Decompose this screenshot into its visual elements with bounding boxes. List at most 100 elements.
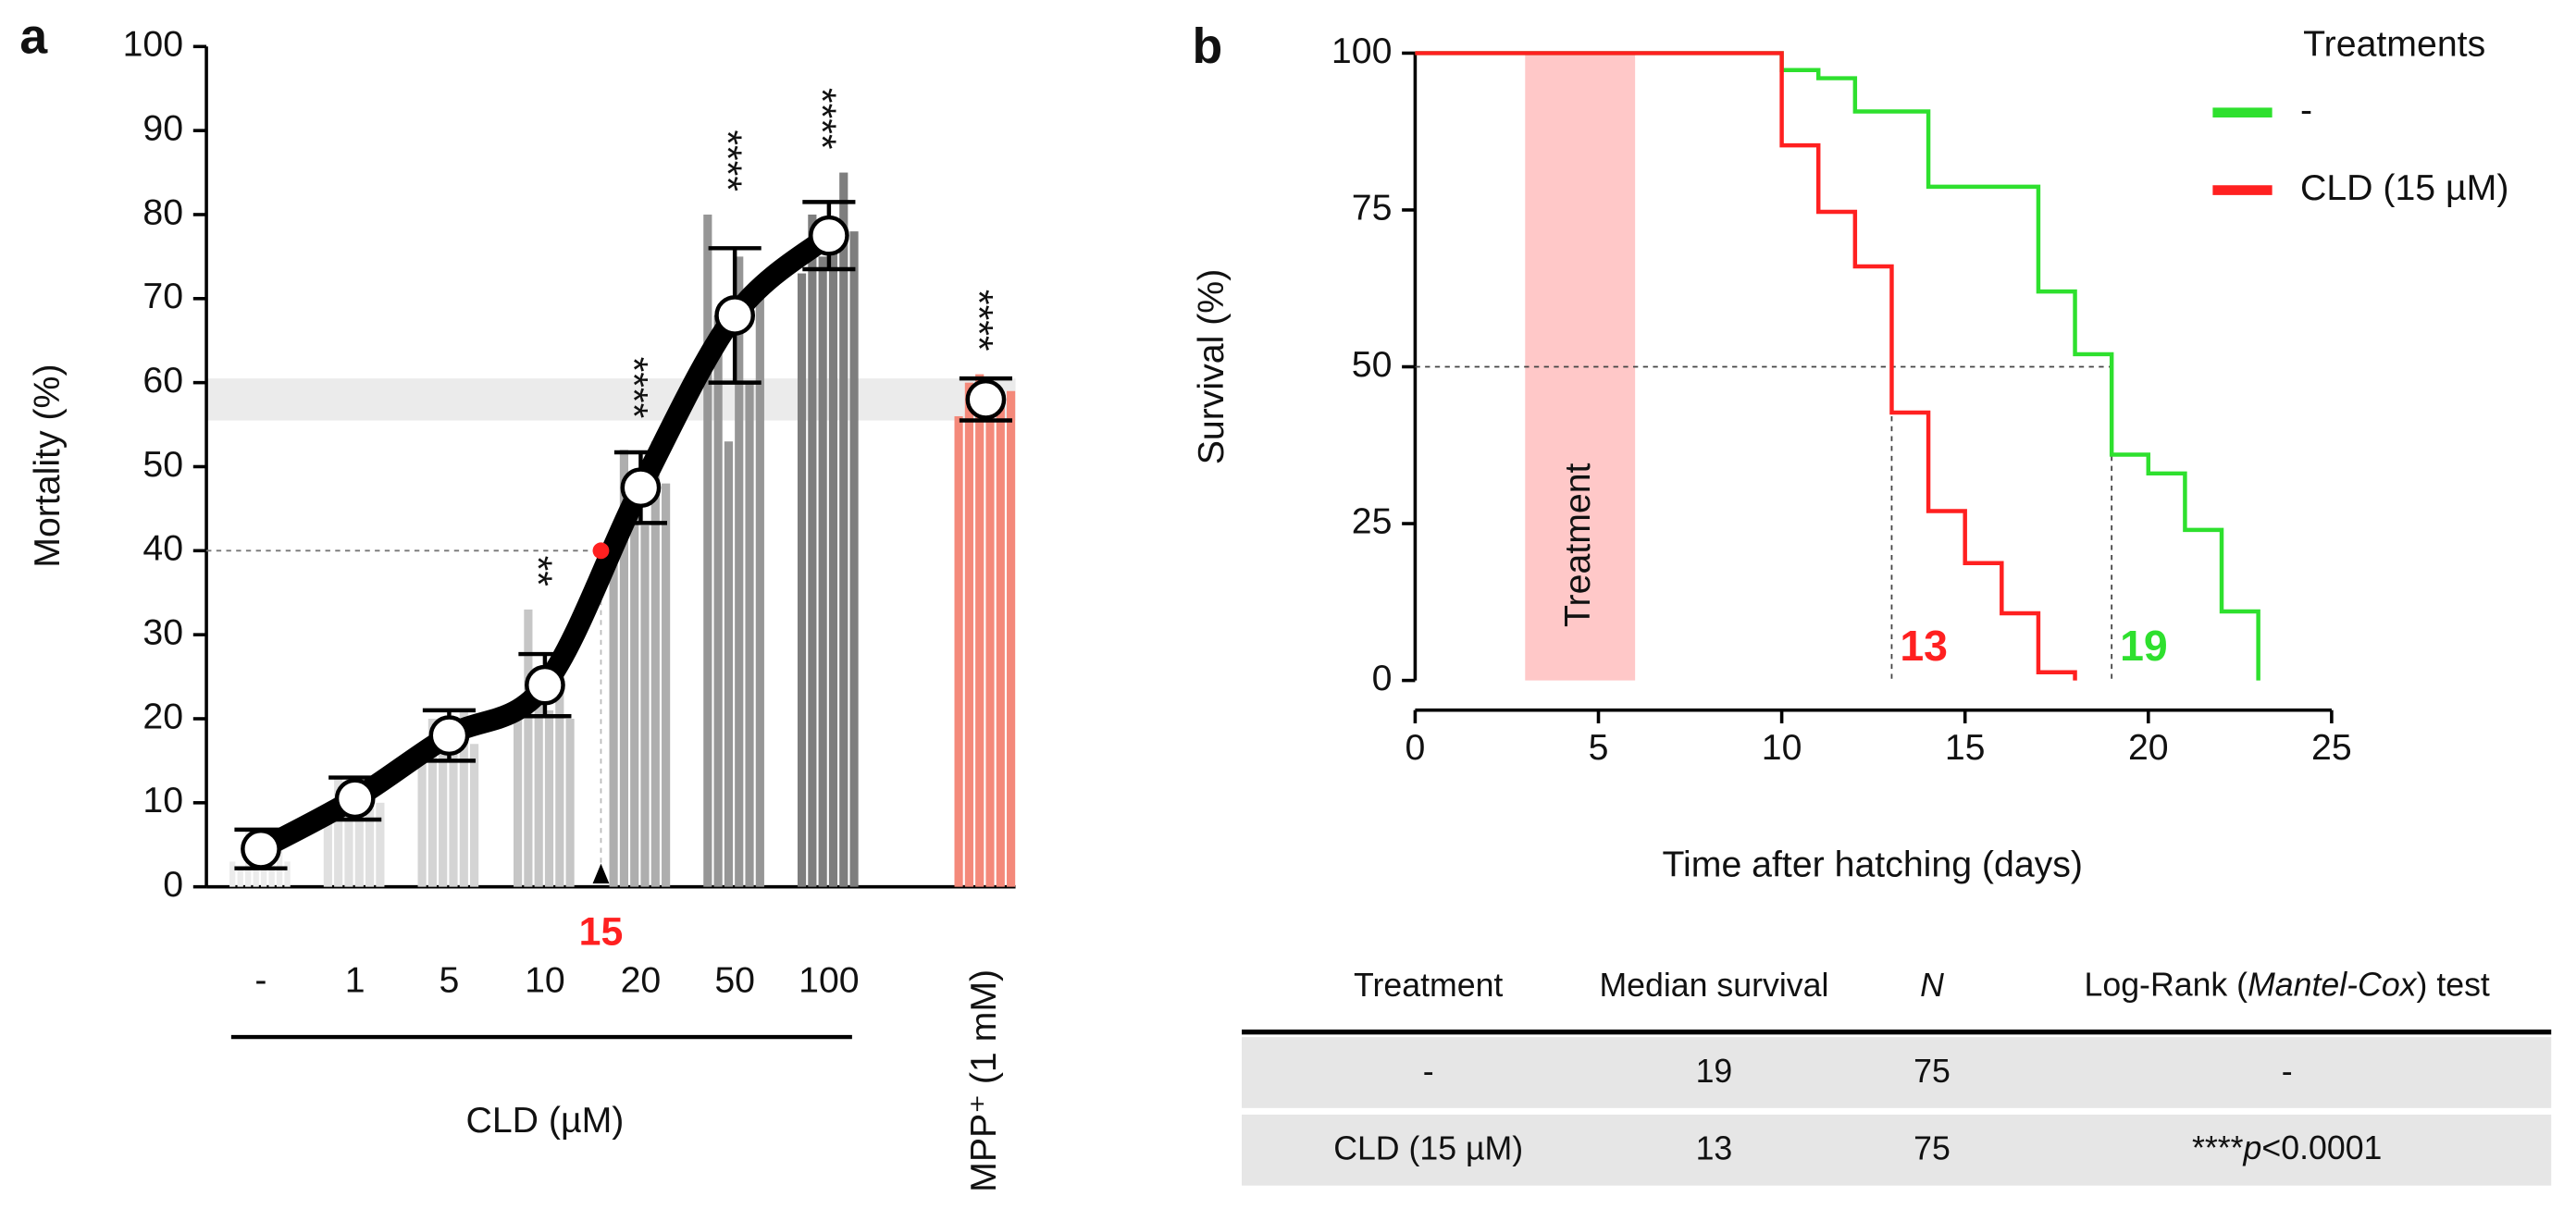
replicate-bar <box>417 760 427 887</box>
y-tick-label: 100 <box>1331 31 1393 71</box>
y-tick-label: 50 <box>1352 344 1393 385</box>
table-cell: ****p<0.0001 <box>2192 1130 2382 1167</box>
median-label: 13 <box>1900 622 1948 670</box>
replicate-bar <box>818 256 827 887</box>
replicate-bar <box>619 450 628 887</box>
y-tick-label: 75 <box>1352 187 1393 228</box>
table-row <box>1242 1114 2552 1186</box>
replicate-bar <box>985 399 995 887</box>
mean-point <box>714 295 756 336</box>
replicate-bar <box>964 382 973 887</box>
replicate-bar <box>470 744 479 887</box>
panel-label: a <box>19 9 48 64</box>
x-tick-label: - <box>254 960 266 1001</box>
survival-line <box>1415 51 2077 681</box>
mean-point <box>428 715 470 757</box>
table-cell-part: **** <box>2192 1130 2244 1167</box>
mean-point <box>241 828 281 870</box>
y-tick-label: 90 <box>142 108 183 149</box>
significance: **** <box>956 290 1000 352</box>
table-cell-part: p <box>2243 1130 2262 1167</box>
y-tick-label: 30 <box>142 612 183 653</box>
y-tick-label: 0 <box>1372 658 1393 698</box>
table-cell: Log-Rank (Mantel-Cox) test <box>2085 967 2490 1004</box>
replicate-bar <box>975 374 985 887</box>
y-tick-label: 10 <box>142 780 183 820</box>
x-tick-label: MPP⁺ (1 mM) <box>963 969 1004 1192</box>
table-cell: Treatment <box>1354 967 1503 1004</box>
replicate-bar <box>354 819 364 887</box>
replicate-bar <box>427 718 437 887</box>
mean-point <box>334 778 376 820</box>
table-cell-part: Log-Rank ( <box>2085 967 2248 1004</box>
reference-point <box>592 542 610 560</box>
x-tick-label: 5 <box>1589 727 1609 768</box>
y-tick-label: 60 <box>142 360 183 401</box>
replicate-bar <box>276 836 283 887</box>
x-tick-label: 25 <box>2311 727 2352 768</box>
x-tick-label: 50 <box>714 960 755 1001</box>
replicate-bar <box>839 172 848 887</box>
mean-point <box>809 215 849 256</box>
replicate-bar <box>229 861 236 887</box>
replicate-bar <box>334 777 343 887</box>
replicate-bar <box>534 701 543 887</box>
table-row <box>1242 1037 2552 1108</box>
replicate-bar <box>713 315 723 887</box>
replicate-bar <box>514 718 523 887</box>
table-cell: 19 <box>1696 1053 1733 1090</box>
replicate-bar <box>996 407 1005 887</box>
mean-point <box>525 664 565 706</box>
reference-label: 15 <box>579 910 624 955</box>
x-tick-label: 0 <box>1405 727 1425 768</box>
replicate-bar <box>724 441 734 887</box>
x-tick-label: 100 <box>799 960 860 1001</box>
replicate-bar <box>745 382 754 887</box>
significance: ** <box>515 556 560 586</box>
legend-label: CLD (15 µM) <box>2300 167 2508 208</box>
table-cell: 13 <box>1696 1130 1733 1167</box>
survival-line <box>1415 51 2260 681</box>
replicate-bar <box>376 802 385 887</box>
replicate-bar <box>755 298 764 887</box>
mean-point <box>620 467 662 509</box>
replicate-bar <box>555 660 564 887</box>
replicate-bar <box>524 609 533 887</box>
replicate-bar <box>703 214 712 887</box>
table-cell: - <box>1423 1053 1434 1090</box>
mean-point <box>965 378 1007 420</box>
legend-label: - <box>2300 90 2312 130</box>
y-tick-label: 80 <box>142 191 183 232</box>
replicate-bar <box>284 861 291 887</box>
table-cell-part: ) test <box>2417 967 2490 1004</box>
replicate-bar <box>260 870 267 887</box>
replicate-bar <box>797 273 807 887</box>
replicate-bar <box>323 810 332 887</box>
table-cell: - <box>2282 1053 2293 1090</box>
replicate-bar <box>630 516 639 887</box>
table-cell-part: <0.0001 <box>2261 1130 2382 1167</box>
replicate-bar <box>365 785 375 887</box>
replicate-bar <box>662 483 671 887</box>
reference-arrow <box>592 863 610 884</box>
replicate-bar <box>565 718 575 887</box>
replicate-bar <box>1007 390 1016 887</box>
replicate-bar <box>828 240 838 887</box>
table-cell: Median survival <box>1599 967 1828 1004</box>
replicate-bar <box>253 861 259 887</box>
replicate-bar <box>640 525 650 887</box>
replicate-bar <box>609 550 618 887</box>
table-cell: N <box>1920 967 1944 1004</box>
replicate-bar <box>237 870 243 887</box>
table-cell: CLD (15 µM) <box>1333 1130 1523 1167</box>
panel-label: b <box>1192 19 1222 74</box>
y-tick-label: 50 <box>142 444 183 485</box>
x-tick-label: 5 <box>439 960 459 1001</box>
legend-title: Treatments <box>2303 24 2485 65</box>
x-tick-label: 15 <box>1945 727 1986 768</box>
replicate-bar <box>544 709 554 887</box>
y-tick-label: 40 <box>142 528 183 569</box>
median-label: 19 <box>2120 622 2168 670</box>
x-tick-label: 1 <box>345 960 365 1001</box>
